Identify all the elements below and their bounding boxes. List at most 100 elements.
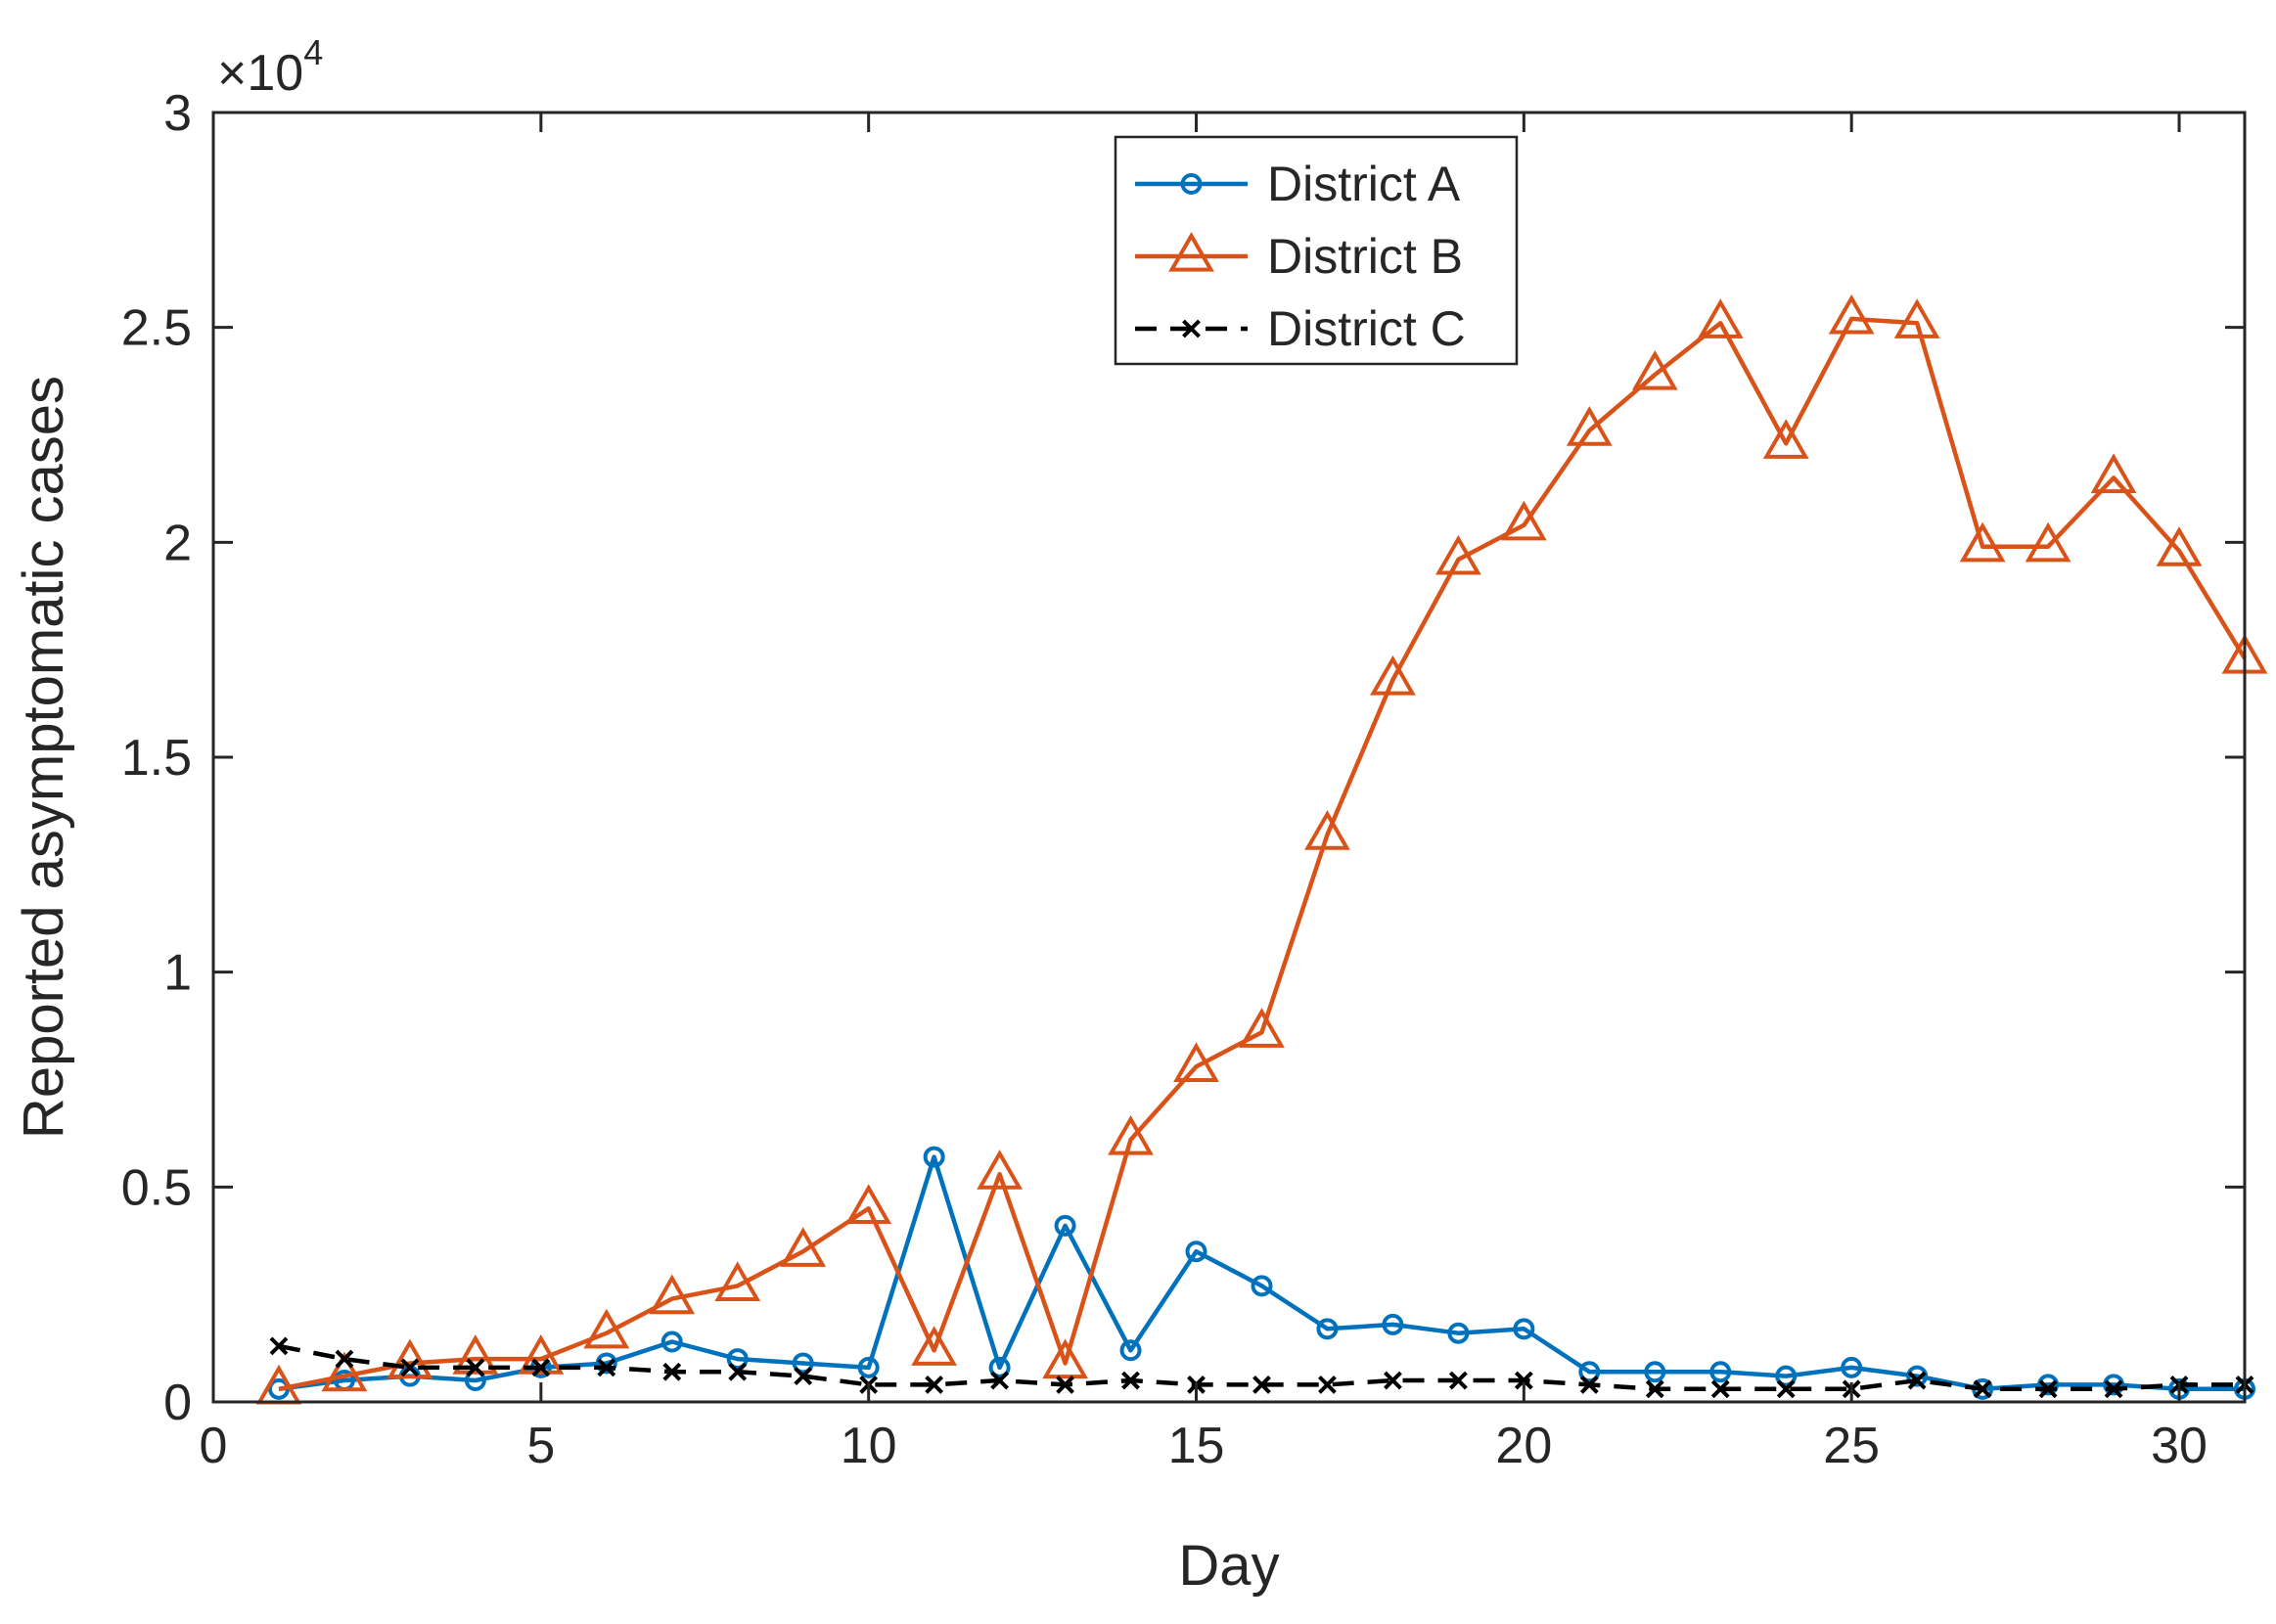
y-exponent-label: ×104 — [217, 32, 323, 102]
data-point — [321, 1351, 368, 1392]
data-point — [1775, 1365, 1798, 1387]
data-point — [1697, 298, 1744, 338]
data-point — [1776, 1379, 1796, 1399]
data-point — [1042, 1338, 1088, 1379]
data-point — [1631, 349, 1678, 390]
data-point — [792, 1352, 814, 1375]
x-tick-label: 0 — [200, 1418, 228, 1474]
data-point — [1316, 1318, 1339, 1340]
data-point — [583, 1308, 630, 1349]
data-point — [1578, 1361, 1601, 1383]
data-point — [2103, 1374, 2125, 1396]
data-point — [2025, 521, 2071, 563]
data-point — [1384, 1371, 1402, 1390]
data-point — [1828, 293, 1875, 335]
data-point — [531, 1358, 551, 1377]
ticks-layer: 0 5 10 15 20 25 30 0 0.5 1 1.5 2 2.5 3 — [121, 85, 2245, 1474]
legend-entry: District A — [1135, 157, 1461, 211]
data-point — [1121, 1371, 1140, 1390]
legend-marker — [1168, 231, 1214, 272]
data-point — [452, 1334, 499, 1375]
data-point — [1645, 1379, 1664, 1399]
data-point — [1056, 1376, 1074, 1394]
data-point — [1579, 1376, 1599, 1394]
data-point — [662, 1362, 682, 1381]
data-point — [1370, 654, 1416, 696]
data-point — [726, 1348, 749, 1371]
data-point — [2090, 453, 2137, 494]
legend-entry: District C — [1135, 301, 1466, 356]
x-tick-label: 20 — [1495, 1418, 1552, 1474]
x-tick-label: 30 — [2151, 1418, 2208, 1474]
data-point — [1841, 1356, 1863, 1378]
data-point — [2156, 526, 2203, 566]
x-tick-label: 10 — [841, 1418, 897, 1474]
data-point — [1893, 298, 1940, 338]
data-point — [1709, 1361, 1732, 1383]
data-point — [1108, 1114, 1154, 1155]
data-point — [1959, 521, 2006, 563]
data-point — [400, 1358, 420, 1377]
data-point — [988, 1356, 1011, 1378]
data-point — [660, 1331, 683, 1353]
legend-label: District C — [1267, 301, 1466, 356]
data-point — [990, 1371, 1010, 1390]
y-exponent-power: 4 — [303, 32, 323, 72]
y-tick-label: 1 — [163, 945, 192, 1002]
data-point — [1119, 1339, 1142, 1362]
data-point — [518, 1334, 565, 1375]
legend-marker — [1182, 319, 1201, 338]
y-axis-label: Reported asymptomatic cases — [12, 376, 75, 1139]
data-point — [1447, 1322, 1470, 1344]
data-point — [1907, 1371, 1927, 1390]
data-point — [794, 1367, 813, 1386]
data-point — [1500, 500, 1547, 541]
data-point — [1762, 419, 1809, 459]
x-axis-label: Day — [1178, 1534, 1279, 1598]
data-point — [714, 1261, 761, 1302]
data-point — [1054, 1214, 1076, 1237]
data-point — [1973, 1379, 1992, 1399]
data-point — [335, 1349, 354, 1369]
series-line — [278, 316, 2247, 1392]
legend-entry: District B — [1135, 229, 1463, 284]
data-point — [911, 1326, 958, 1366]
legend: District A District B District C — [1114, 135, 1519, 366]
data-point — [857, 1356, 880, 1378]
data-point — [595, 1352, 617, 1375]
data-point — [1239, 1008, 1285, 1048]
legend-label: District A — [1267, 157, 1461, 211]
series-line — [278, 1154, 2245, 1392]
data-point — [923, 1146, 945, 1168]
legend-label: District B — [1267, 229, 1463, 284]
data-point — [387, 1338, 433, 1379]
data-point — [1318, 1376, 1337, 1394]
data-point — [780, 1227, 827, 1267]
data-point — [2037, 1374, 2060, 1396]
data-point — [1906, 1365, 1929, 1387]
data-point — [2104, 1379, 2123, 1399]
data-point — [728, 1362, 748, 1381]
series-layer — [255, 293, 2268, 1405]
data-point — [649, 1274, 696, 1315]
data-point — [1710, 1379, 1730, 1399]
x-tick-label: 25 — [1823, 1418, 1880, 1474]
data-point — [925, 1376, 944, 1394]
data-point — [597, 1358, 616, 1377]
y-tick-label: 1.5 — [121, 730, 192, 787]
y-tick-label: 0.5 — [121, 1159, 192, 1216]
data-point — [1382, 1313, 1404, 1335]
data-point — [269, 1336, 289, 1356]
y-tick-label: 2.5 — [121, 300, 192, 357]
y-tick-label: 2 — [163, 515, 192, 571]
data-point — [1173, 1042, 1219, 1082]
data-point — [1434, 534, 1481, 575]
data-point — [1304, 810, 1350, 850]
data-point — [466, 1358, 485, 1377]
data-point — [1513, 1318, 1535, 1340]
data-point — [845, 1184, 892, 1224]
data-point — [1514, 1371, 1533, 1390]
y-tick-label: 0 — [163, 1375, 192, 1431]
series-district-c — [269, 1336, 2254, 1399]
